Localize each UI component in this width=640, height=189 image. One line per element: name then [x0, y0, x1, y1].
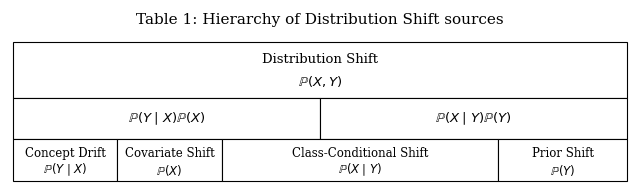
Text: Prior Shift: Prior Shift	[532, 147, 594, 160]
Text: Class-Conditional Shift: Class-Conditional Shift	[292, 147, 428, 160]
Text: $\mathbb{P}(X \mid Y)$: $\mathbb{P}(X \mid Y)$	[338, 162, 382, 178]
Text: $\mathbb{P}(X \mid Y)\mathbb{P}(Y)$: $\mathbb{P}(X \mid Y)\mathbb{P}(Y)$	[435, 110, 512, 127]
Text: Covariate Shift: Covariate Shift	[125, 147, 214, 160]
Text: Concept Drift: Concept Drift	[24, 147, 106, 160]
Text: $\mathbb{P}(Y)$: $\mathbb{P}(Y)$	[550, 163, 575, 178]
Text: $\mathbb{P}(Y \mid X)$: $\mathbb{P}(Y \mid X)$	[43, 162, 87, 178]
Text: Table 1: Hierarchy of Distribution Shift sources: Table 1: Hierarchy of Distribution Shift…	[136, 13, 504, 27]
Text: Distribution Shift: Distribution Shift	[262, 53, 378, 66]
Text: $\mathbb{P}(X)$: $\mathbb{P}(X)$	[156, 163, 182, 178]
Text: $\mathbb{P}(X, Y)$: $\mathbb{P}(X, Y)$	[298, 74, 342, 89]
Text: $\mathbb{P}(Y \mid X)\mathbb{P}(X)$: $\mathbb{P}(Y \mid X)\mathbb{P}(X)$	[127, 110, 205, 127]
